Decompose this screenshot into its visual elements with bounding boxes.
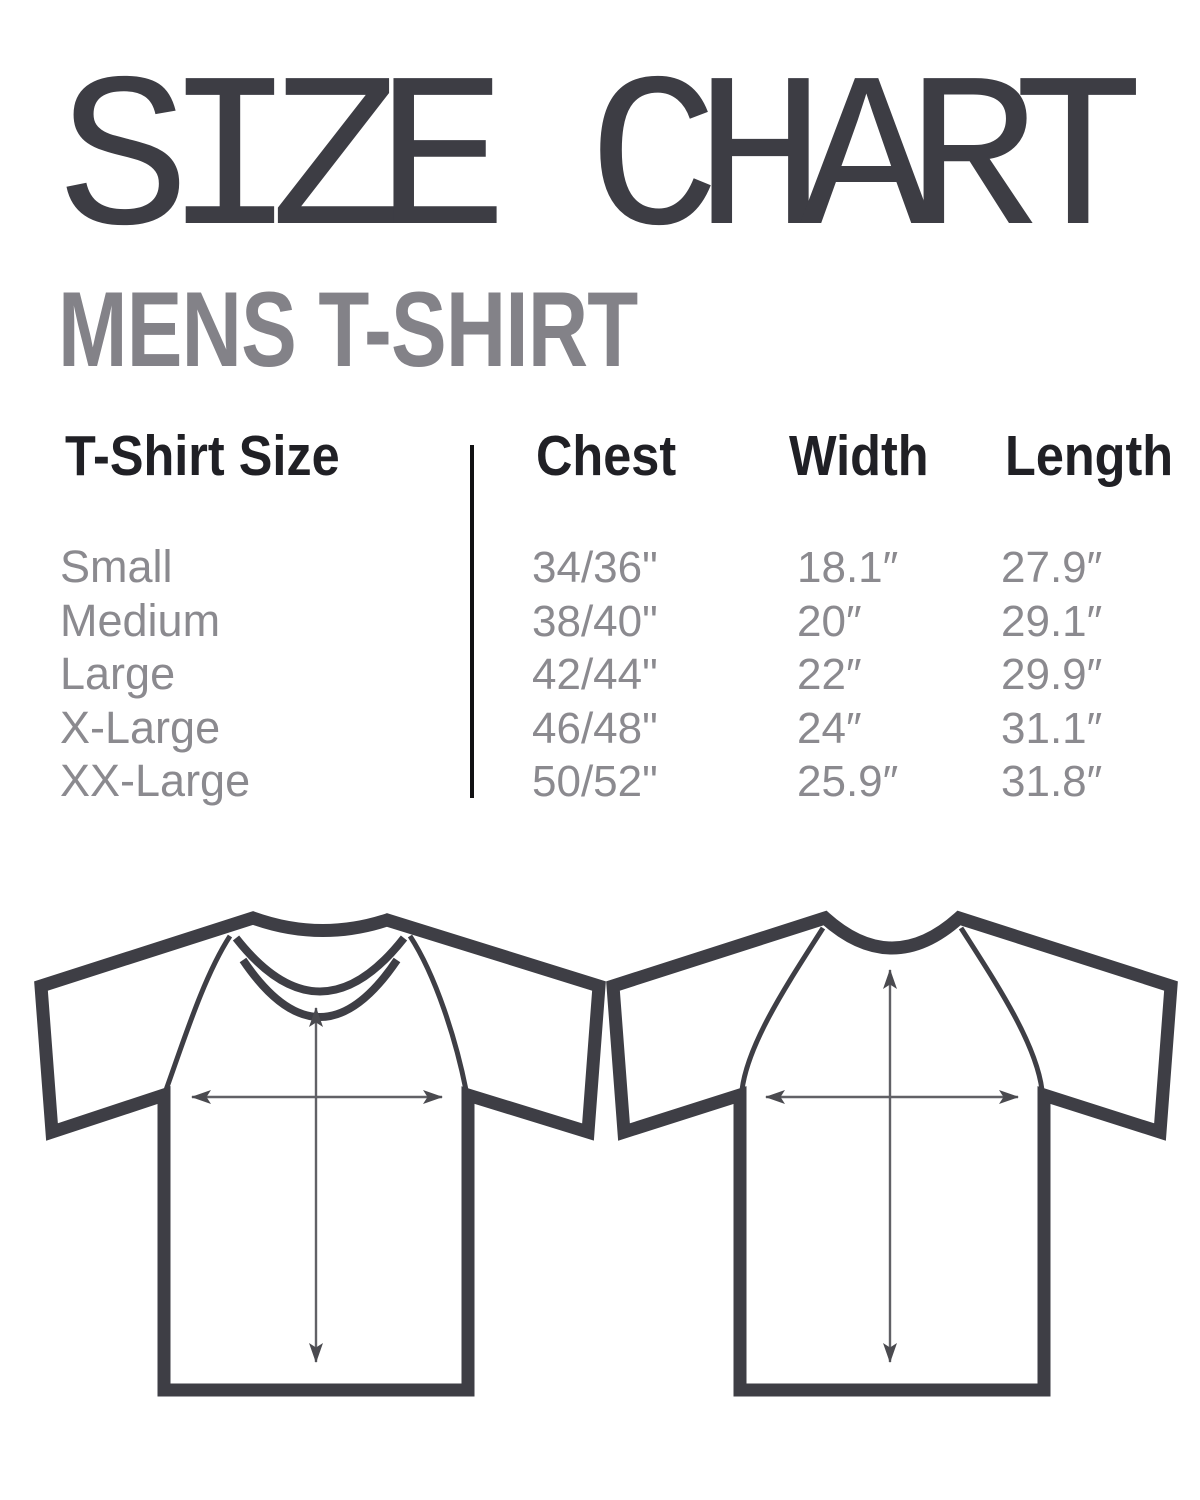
size-label: X-Large <box>60 701 221 753</box>
column-header-chest: Chest <box>536 424 677 488</box>
length-value: 29.1″ <box>1001 596 1103 646</box>
chest-value: 50/52" <box>532 757 658 806</box>
chest-column: 34/36" 38/40" 42/44" 46/48" 50/52" <box>532 541 658 809</box>
column-divider <box>470 445 474 798</box>
back-left-armhole-seam <box>739 926 826 1091</box>
chest-value: 46/48" <box>532 703 658 753</box>
width-value: 25.9″ <box>797 757 899 806</box>
front-left-armhole-seam <box>163 934 233 1091</box>
width-value: 22″ <box>797 650 862 699</box>
length-column: 27.9″ 29.1″ 29.9″ 31.1″ 31.8″ <box>1001 541 1102 809</box>
chest-value: 34/36" <box>532 543 658 592</box>
tshirt-front-diagram <box>34 911 606 1397</box>
chest-value: 42/44" <box>532 650 658 699</box>
size-label: Small <box>60 541 173 592</box>
size-label: Medium <box>60 594 221 646</box>
column-header-length: Length <box>1005 424 1174 488</box>
size-label: Large <box>60 648 176 699</box>
column-header-size: T-Shirt Size <box>65 424 340 488</box>
width-value: 24″ <box>797 703 862 753</box>
width-value: 20″ <box>797 596 862 646</box>
length-value: 27.9″ <box>1001 543 1103 592</box>
column-header-width: Width <box>789 424 929 488</box>
tshirt-back-diagram <box>606 910 1178 1397</box>
size-label: XX-Large <box>60 755 251 806</box>
page-subtitle: MENS T-SHIRT <box>58 269 638 389</box>
length-value: 31.8″ <box>1001 757 1103 806</box>
length-value: 29.9″ <box>1001 650 1103 699</box>
size-column: Small Medium Large X-Large XX-Large <box>60 540 250 808</box>
page-title: SIZE CHART <box>58 41 1144 290</box>
collar-outer-arc <box>232 935 408 996</box>
tshirt-back-outline <box>606 910 1178 1397</box>
chest-value: 38/40" <box>532 596 658 646</box>
width-column: 18.1″ 20″ 22″ 24″ 25.9″ <box>797 541 898 809</box>
front-right-armhole-seam <box>407 934 469 1091</box>
back-right-armhole-seam <box>958 926 1045 1091</box>
length-value: 31.1″ <box>1001 703 1103 753</box>
tshirt-diagrams <box>34 910 1178 1397</box>
width-value: 18.1″ <box>797 543 899 592</box>
